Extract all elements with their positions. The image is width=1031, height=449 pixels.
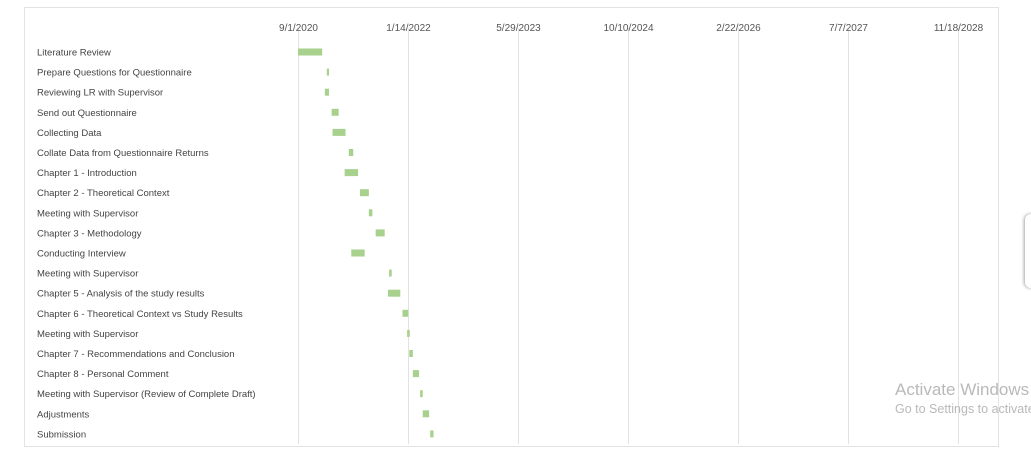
task-label: Submission: [37, 429, 86, 440]
task-bar: [298, 48, 323, 56]
task-bar: [344, 169, 359, 177]
task-bar: [409, 350, 413, 357]
task-label: Reviewing LR with Supervisor: [37, 88, 163, 99]
task-label: Meeting with Supervisor: [37, 208, 138, 219]
task-bar: [331, 108, 339, 116]
task-bar: [402, 309, 409, 317]
task-bar: [368, 209, 373, 217]
task-bar: [375, 229, 385, 237]
task-label: Chapter 7 - Recommendations and Conclusi…: [37, 349, 235, 360]
task-label: Meeting with Supervisor: [37, 329, 138, 340]
task-label: Literature Review: [37, 48, 111, 59]
task-bar: [422, 410, 430, 418]
gantt-chart: 9/1/2020 1/14/2022 5/29/2023 10/10/2024 2/22…: [24, 7, 999, 447]
task-bar: [420, 390, 423, 398]
task-label: Chapter 2 - Theoretical Context: [37, 188, 170, 199]
task-bar: [430, 430, 434, 438]
task-bar: [360, 189, 369, 197]
x-tick-label: 10/10/2024: [603, 23, 653, 34]
x-tick-label: 2/22/2026: [716, 23, 761, 34]
task-bar: [332, 128, 346, 136]
task-label: Adjustments: [37, 409, 90, 420]
task-label: Collate Data from Questionnaire Returns: [37, 148, 209, 159]
x-tick-label: 9/1/2020: [279, 23, 318, 34]
x-tick-label: 7/7/2027: [829, 23, 868, 34]
task-label: Chapter 6 - Theoretical Context vs Study…: [37, 309, 243, 320]
task-label: Chapter 5 - Analysis of the study result…: [37, 289, 205, 300]
task-bar: [387, 289, 401, 297]
task-label: Meeting with Supervisor (Review of Compl…: [37, 389, 256, 400]
task-label: Chapter 8 - Personal Comment: [37, 369, 169, 380]
task-bar: [348, 149, 354, 156]
task-label: Collecting Data: [37, 128, 102, 139]
edge-panel-handle[interactable]: [1025, 214, 1031, 288]
task-label: Chapter 3 - Methodology: [37, 228, 142, 239]
task-bar: [389, 269, 392, 277]
task-label: Send out Questionnaire: [37, 108, 137, 119]
x-tick-label: 1/14/2022: [386, 23, 431, 34]
task-label: Chapter 1 - Introduction: [37, 168, 137, 179]
task-bar: [412, 370, 419, 378]
task-bar: [351, 249, 365, 257]
task-label: Conducting Interview: [37, 249, 126, 260]
task-bar: [326, 68, 330, 76]
task-label: Prepare Questions for Questionnaire: [37, 68, 192, 79]
task-label: Meeting with Supervisor: [37, 269, 138, 280]
gantt-chart-svg: 9/1/2020 1/14/2022 5/29/2023 10/10/2024 2/22…: [37, 23, 984, 444]
task-bar: [407, 329, 410, 337]
x-tick-label: 5/29/2023: [496, 23, 541, 34]
task-bar: [324, 88, 330, 96]
x-tick-label: 11/18/2028: [934, 23, 984, 34]
